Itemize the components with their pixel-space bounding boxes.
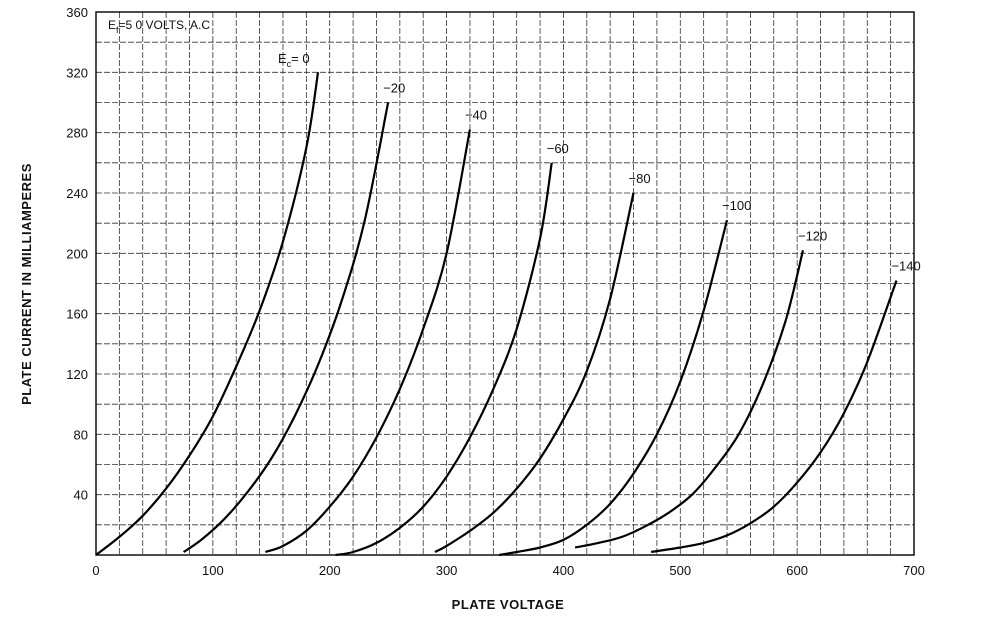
x-tick-labels: 0 100 200 300 400 500 600 700 xyxy=(92,563,924,578)
curve-labels: −20 −40 −60 −80 −100 −120 −140 xyxy=(383,81,921,274)
curve-label-ec-minus-100: −100 xyxy=(722,198,751,213)
curve-ec-minus-60 xyxy=(335,162,553,557)
y-tick-label: 200 xyxy=(66,246,88,261)
y-tick-label: 160 xyxy=(66,307,88,322)
y-axis-title: PLATE CURRENT IN MILLIAMPERES xyxy=(19,163,34,405)
curve-ec-0 xyxy=(95,72,320,556)
y-tick-label: 120 xyxy=(66,367,88,382)
x-tick-label: 400 xyxy=(553,563,575,578)
y-tick-label: 240 xyxy=(66,186,88,201)
curve-ec-minus-140 xyxy=(650,280,898,554)
y-tick-label: 80 xyxy=(74,427,88,442)
filament-voltage-note: Ef=5 0 VOLTS, A.C xyxy=(108,18,210,35)
curve-label-ec-minus-120: −120 xyxy=(798,228,827,243)
grid-voltage-label-zero: Ec= 0 xyxy=(278,51,310,69)
y-tick-label: 360 xyxy=(66,5,88,20)
y-tick-label: 280 xyxy=(66,126,88,141)
x-tick-label: 500 xyxy=(669,563,691,578)
grid-layer xyxy=(96,12,914,555)
curve-label-ec-minus-60: −60 xyxy=(547,141,569,156)
y-tick-label: 320 xyxy=(66,65,88,80)
curve-ec-minus-100 xyxy=(499,219,729,557)
curve-ec-minus-40 xyxy=(265,129,471,554)
x-axis-title: PLATE VOLTAGE xyxy=(452,597,565,612)
x-tick-label: 600 xyxy=(786,563,808,578)
curve-layer xyxy=(95,72,898,557)
x-tick-label: 700 xyxy=(903,563,925,578)
curve-label-ec-minus-140: −140 xyxy=(891,258,920,273)
curve-label-ec-minus-20: −20 xyxy=(383,81,405,96)
x-tick-label: 300 xyxy=(436,563,458,578)
curve-ec-minus-20 xyxy=(182,102,390,553)
y-tick-labels: 40 80 120 160 200 240 280 320 360 xyxy=(66,5,88,503)
x-tick-label: 100 xyxy=(202,563,224,578)
curve-ec-minus-80 xyxy=(434,192,635,553)
x-tick-label: 200 xyxy=(319,563,341,578)
curve-label-ec-minus-80: −80 xyxy=(629,171,651,186)
curve-ec-minus-120 xyxy=(574,250,805,549)
x-tick-label: 0 xyxy=(92,563,99,578)
curve-label-ec-minus-40: −40 xyxy=(465,108,487,123)
y-tick-label: 40 xyxy=(74,488,88,503)
